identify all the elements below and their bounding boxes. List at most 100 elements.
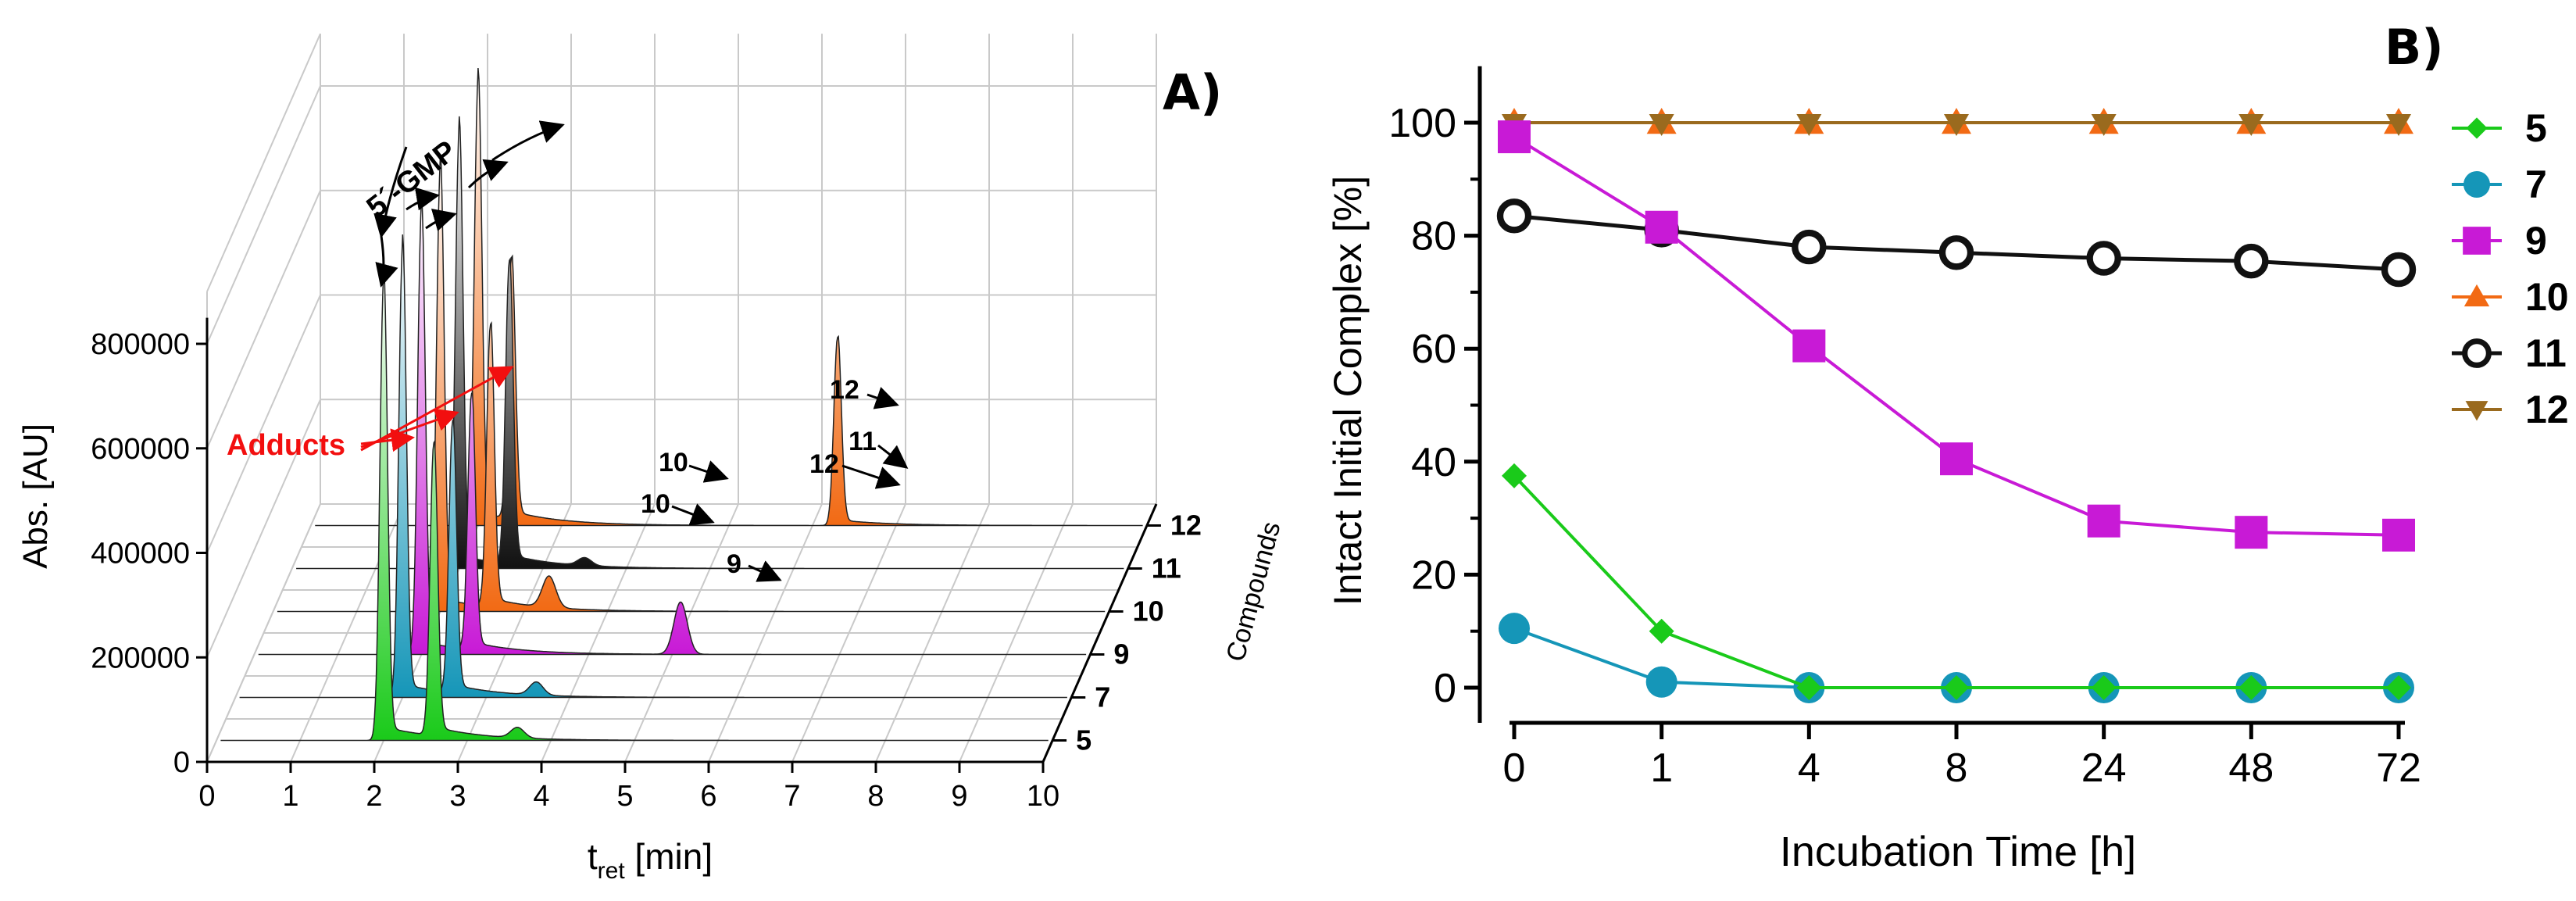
annotation-10-upper: 10 <box>659 448 688 477</box>
data-point <box>1792 229 1827 265</box>
data-point <box>2386 675 2411 700</box>
x-tick-label-a: 9 <box>951 780 967 813</box>
chromatogram-traces <box>220 67 1143 742</box>
x-tick-label-b: 48 <box>2228 745 2274 791</box>
data-point <box>2463 171 2490 198</box>
gmp-annotation: 5´-GMP <box>361 134 463 224</box>
legend: 5 7 9 10 11 12 <box>2452 106 2569 431</box>
data-point <box>2234 243 2269 279</box>
data-point <box>2381 252 2417 288</box>
x-tick-label-b: 4 <box>1798 745 1820 791</box>
data-point <box>1645 210 1678 244</box>
side-grid-line <box>206 399 321 658</box>
data-point <box>1645 666 1677 698</box>
z-axis-label-a: Compounds <box>1220 519 1286 665</box>
legend-label-11: 11 <box>2525 331 2567 375</box>
y-tick-label-b: 20 <box>1411 552 1456 598</box>
series-line-5 <box>1513 474 2399 689</box>
data-point <box>2238 675 2264 700</box>
arrow-12-top <box>866 387 899 409</box>
data-point <box>1502 463 1527 488</box>
series-12 <box>1502 114 2411 136</box>
annotation-9: 9 <box>727 549 741 579</box>
x-tick-label-a: 1 <box>282 780 298 813</box>
gmp-arrow <box>373 146 408 238</box>
compound-tick-label: 5 <box>1076 724 1091 756</box>
data-point <box>1792 329 1826 363</box>
annotation-12-low: 12 <box>809 449 839 479</box>
data-point <box>1796 114 1822 136</box>
x-axis-label-a: tret [min] <box>588 836 713 884</box>
gmp-arrow <box>491 120 565 162</box>
chromatogram-annotations: 5´-GMP Adducts 12 11 12 10 10 9 <box>227 120 909 582</box>
adducts-annotation: Adducts <box>227 429 345 462</box>
side-grid-line <box>206 85 321 345</box>
y-tick-label-b: 0 <box>1434 666 1456 711</box>
data-point <box>2086 241 2121 276</box>
data-point <box>1938 235 1974 270</box>
line-chart-series <box>1496 108 2417 703</box>
compound-tick-label: 12 <box>1170 509 1202 542</box>
y-tick-label-a: 400000 <box>91 538 190 570</box>
x-tick-label-a: 0 <box>198 780 215 813</box>
data-point <box>2465 401 2488 421</box>
data-point <box>2087 504 2120 538</box>
annotation-12-top: 12 <box>830 375 859 405</box>
arrow-11 <box>877 444 909 469</box>
x-tick-label-a: 4 <box>533 780 549 813</box>
y-tick-label-a: 800000 <box>91 328 190 361</box>
data-point <box>1649 114 1674 136</box>
x-tick-label-a: 5 <box>616 780 633 813</box>
x-axis-label-b: Incubation Time [h] <box>1780 828 2136 875</box>
x-tick-label-b: 24 <box>2081 745 2127 791</box>
compound-tick-label: 11 <box>1152 552 1181 585</box>
x-tick-label-a: 2 <box>366 780 382 813</box>
compound-tick-label: 10 <box>1133 595 1164 627</box>
line-chart-panel: B) Intact Initial Complex [%] Incubation… <box>1326 19 2569 875</box>
arrow-10-lower <box>671 503 715 526</box>
panel-b-label: B) <box>2385 19 2444 76</box>
side-grid-line <box>206 33 321 292</box>
series-5 <box>1502 463 2411 700</box>
y-axis-label-a: Abs. [AU] <box>16 424 55 569</box>
y-tick-label-a: 200000 <box>91 642 190 674</box>
legend-label-5: 5 <box>2525 106 2547 150</box>
legend-label-9: 9 <box>2525 219 2547 263</box>
data-point <box>2091 675 2117 700</box>
x-tick-label-a: 3 <box>449 780 466 813</box>
y-tick-label-b: 80 <box>1411 214 1456 259</box>
data-point <box>1944 114 1969 136</box>
data-point <box>2238 114 2264 136</box>
data-point <box>1498 120 1531 154</box>
data-point <box>2463 227 2491 255</box>
gmp-arrow <box>425 209 457 231</box>
y-tick-label-b: 100 <box>1388 101 1456 146</box>
adducts-arrow <box>360 366 514 452</box>
data-point <box>2466 117 2488 139</box>
data-point <box>1649 618 1674 644</box>
gmp-arrow <box>467 159 509 189</box>
series-9 <box>1498 120 2415 552</box>
y-tick-label-b: 40 <box>1411 440 1456 485</box>
x-tick-label-b: 1 <box>1650 745 1673 791</box>
x-tick-label-b: 0 <box>1503 745 1526 791</box>
chromatogram-trace-5 <box>220 266 1049 742</box>
x-tick-label-b: 72 <box>2376 745 2421 791</box>
data-point <box>1940 442 1973 476</box>
y-tick-label-a: 0 <box>173 746 190 779</box>
data-point <box>2463 284 2490 307</box>
y-axis-label-b: Intact Initial Complex [%] <box>1326 176 1370 606</box>
gmp-arrow <box>406 187 440 211</box>
x-tick-label-a: 6 <box>700 780 716 813</box>
z-axis-line-a <box>1041 503 1158 763</box>
side-grid-line <box>206 295 321 553</box>
data-point <box>2462 338 2492 368</box>
x-tick-label-a: 7 <box>784 780 800 813</box>
side-grid-line <box>206 190 321 449</box>
y-tick-label-a: 600000 <box>91 433 190 466</box>
arrow-9 <box>748 560 782 582</box>
